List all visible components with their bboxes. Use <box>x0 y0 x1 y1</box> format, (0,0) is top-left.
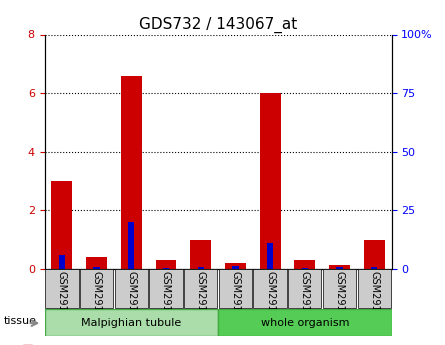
Bar <box>121 76 142 269</box>
Bar <box>329 265 350 269</box>
FancyBboxPatch shape <box>150 269 182 308</box>
FancyBboxPatch shape <box>80 269 113 308</box>
Bar <box>156 260 176 269</box>
Text: GSM29181: GSM29181 <box>335 271 344 324</box>
Text: GSM29179: GSM29179 <box>265 271 275 324</box>
Text: GSM29174: GSM29174 <box>92 271 101 324</box>
Bar <box>59 255 65 269</box>
Bar <box>302 268 308 269</box>
Text: GSM29173: GSM29173 <box>57 271 67 324</box>
Text: GSM29182: GSM29182 <box>369 271 379 324</box>
Bar <box>260 93 280 269</box>
Text: tissue: tissue <box>4 316 36 326</box>
FancyBboxPatch shape <box>254 269 287 308</box>
Bar <box>364 240 384 269</box>
Bar <box>198 267 204 269</box>
Bar <box>128 222 134 269</box>
Bar <box>93 267 100 269</box>
FancyBboxPatch shape <box>45 269 78 308</box>
Bar <box>52 181 72 269</box>
Text: GSM29176: GSM29176 <box>161 271 171 324</box>
Text: GSM29180: GSM29180 <box>300 271 310 324</box>
Bar <box>295 260 315 269</box>
Bar <box>371 267 377 269</box>
Text: GSM29178: GSM29178 <box>231 271 240 324</box>
Bar <box>163 268 169 269</box>
Bar <box>86 257 107 269</box>
Text: Malpighian tubule: Malpighian tubule <box>81 318 182 327</box>
FancyBboxPatch shape <box>184 269 217 308</box>
Bar <box>267 243 273 269</box>
Bar <box>336 267 343 269</box>
FancyBboxPatch shape <box>115 269 148 308</box>
FancyBboxPatch shape <box>323 269 356 308</box>
Text: GSM29177: GSM29177 <box>196 271 206 324</box>
Bar <box>232 266 239 269</box>
FancyBboxPatch shape <box>288 269 321 308</box>
FancyBboxPatch shape <box>219 269 252 308</box>
Text: GSM29175: GSM29175 <box>126 271 136 324</box>
Title: GDS732 / 143067_at: GDS732 / 143067_at <box>139 17 297 33</box>
Bar <box>225 263 246 269</box>
Text: whole organism: whole organism <box>261 318 349 327</box>
FancyBboxPatch shape <box>44 309 218 336</box>
FancyBboxPatch shape <box>218 309 392 336</box>
Bar <box>190 240 211 269</box>
FancyBboxPatch shape <box>358 269 391 308</box>
